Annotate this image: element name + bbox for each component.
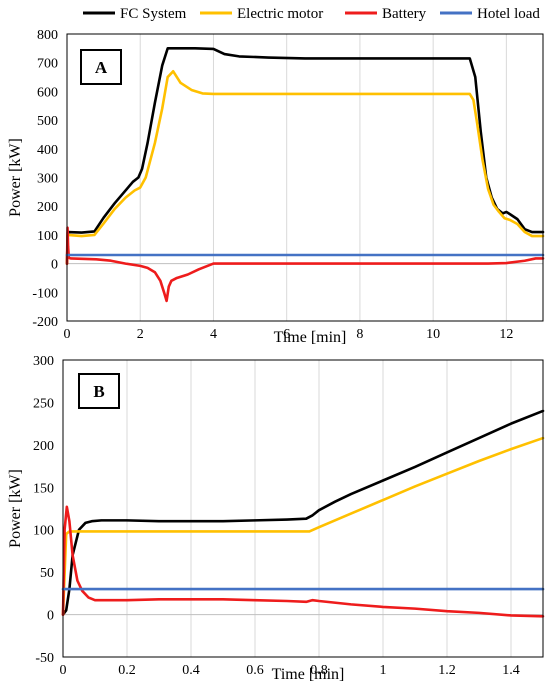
legend-label-battery: Battery — [382, 6, 427, 22]
x-tick-label: 0.6 — [246, 663, 264, 678]
y-tick-label: 100 — [33, 524, 54, 539]
y-tick-label: 800 — [37, 28, 58, 43]
x-tick-label: 8 — [356, 327, 363, 342]
panel-label: A — [95, 58, 108, 77]
series-line-battery — [65, 226, 545, 303]
panel-label: B — [93, 382, 104, 401]
chart-panel-a: -200 -100 0 100 200 300 400 500 600 700 800 0 2 4 6 8 10… — [7, 28, 545, 346]
x-tick-label: 10 — [426, 327, 440, 342]
x-tick-label: 4 — [210, 327, 217, 342]
y-tick-label: 250 — [33, 396, 54, 411]
y-tick-label: 50 — [40, 566, 54, 581]
legend-label-fc-system: FC System — [120, 6, 187, 22]
legend-label-electric-motor: Electric motor — [237, 6, 323, 22]
legend: FC System Electric motor Battery Hotel load — [83, 6, 540, 22]
y-tick-label: 300 — [37, 172, 58, 187]
x-tick-label: 1 — [380, 663, 387, 678]
legend-label-hotel-load: Hotel load — [477, 6, 540, 22]
chart-panel-b: -50 0 50 100 150 200 250 300 0 0.2 0.4 0.6 0.8 1 1.2 1.… — [7, 354, 545, 683]
y-tick-label: 0 — [47, 609, 54, 624]
y-tick-label: -50 — [35, 651, 54, 666]
y-axis-label: Power [kW] — [7, 138, 24, 217]
x-tick-label: 6 — [283, 327, 290, 342]
x-tick-label: 0 — [60, 663, 67, 678]
series-line-electric-motor — [65, 70, 545, 265]
panel-label-box — [80, 49, 122, 85]
y-tick-label: 0 — [51, 258, 58, 273]
y-tick-label: 200 — [33, 439, 54, 454]
y-tick-label: 500 — [37, 114, 58, 129]
x-tick-label: 1.4 — [502, 663, 520, 678]
x-tick-label: 0 — [64, 327, 71, 342]
x-tick-label: 12 — [499, 327, 513, 342]
y-axis-label: Power [kW] — [7, 469, 24, 548]
x-tick-label: 2 — [137, 327, 144, 342]
plot-area-frame — [62, 359, 544, 658]
series-line-battery — [61, 505, 545, 618]
x-axis-label: Time [min] — [274, 329, 347, 346]
y-tick-label: 700 — [37, 57, 58, 72]
y-tick-label: 150 — [33, 481, 54, 496]
series-line-fc-system — [65, 47, 545, 265]
y-tick-label: -200 — [32, 315, 58, 330]
x-tick-label: 0.4 — [182, 663, 200, 678]
panel-label-box — [78, 373, 120, 409]
x-axis-label: Time [min] — [272, 666, 345, 683]
x-tick-label: 0.2 — [118, 663, 136, 678]
y-tick-label: 100 — [37, 229, 58, 244]
y-tick-label: 600 — [37, 85, 58, 100]
y-tick-label: 200 — [37, 200, 58, 215]
series-line-electric-motor — [61, 436, 545, 616]
x-tick-label: 1.2 — [438, 663, 456, 678]
x-tick-label: 0.8 — [310, 663, 328, 678]
series-line-fc-system — [61, 409, 545, 616]
plot-area-frame — [66, 33, 544, 322]
y-tick-label: 300 — [33, 354, 54, 369]
y-tick-label: 400 — [37, 143, 58, 158]
y-tick-label: -100 — [32, 286, 58, 301]
